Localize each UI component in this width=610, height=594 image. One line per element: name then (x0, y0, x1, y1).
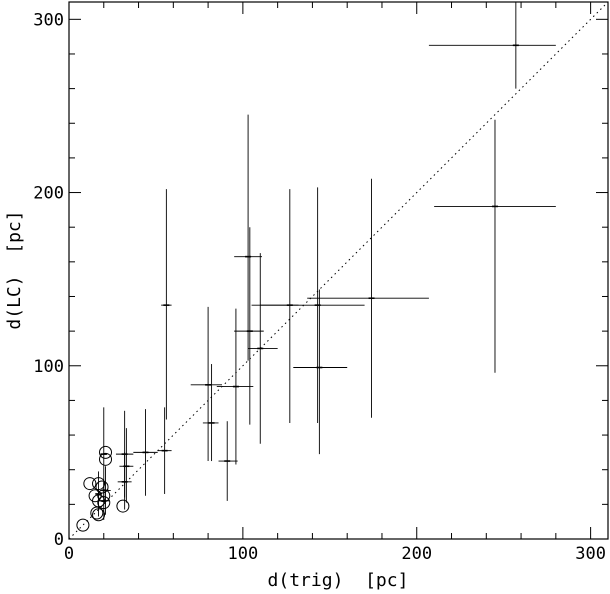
x-tick-label: 0 (64, 544, 74, 564)
circle-markers (76, 445, 130, 532)
y-tick-label: 0 (54, 530, 64, 550)
open-circle-point (99, 452, 113, 466)
data-point-errorbar (234, 227, 264, 425)
data-point-errorbar (293, 289, 348, 455)
open-circle-point (95, 480, 109, 494)
y-tick-label: 300 (33, 10, 64, 30)
plot-frame (68, 1, 609, 540)
data-point-errorbar (190, 306, 223, 462)
reference-line (68, 1, 609, 540)
data-point-errorbar (119, 428, 134, 503)
open-circle-point (97, 496, 111, 510)
open-circle-point (92, 494, 106, 508)
open-circle-point (92, 508, 106, 522)
x-tick-label: 100 (228, 544, 259, 564)
open-circle-point (92, 477, 106, 491)
x-tick-label: 300 (575, 544, 606, 564)
y-tick-label: 100 (33, 357, 64, 377)
one-to-one-dotted-line (68, 1, 609, 540)
open-circle-point (83, 477, 97, 491)
open-circle-point (97, 489, 111, 503)
open-circle-point (116, 499, 130, 513)
y-axis-label: d(LC) [pc] (4, 210, 25, 329)
data-point-errorbar (428, 2, 556, 89)
axis-ticks (68, 2, 608, 540)
data-point-errorbar (216, 308, 254, 465)
data-point-errorbar (157, 407, 172, 494)
error-bars (95, 2, 556, 520)
x-axis-label: d(trig) [pc] (268, 570, 409, 591)
open-circle-point (76, 518, 90, 532)
data-point-errorbar (161, 189, 172, 420)
data-point-errorbar (248, 253, 278, 444)
data-point-errorbar (218, 421, 238, 501)
data-point-errorbar (133, 409, 158, 496)
data-point-errorbar (234, 114, 262, 361)
data-point-errorbar (202, 364, 219, 462)
y-tick-label: 200 (33, 184, 64, 204)
data-point-errorbar (307, 178, 429, 418)
x-tick-label: 200 (401, 544, 432, 564)
data-point-errorbar (260, 189, 299, 423)
open-circle-point (99, 445, 113, 459)
data-point-errorbar (434, 119, 556, 373)
tick-labels: 0 100 200 300 0 100 200 300 (33, 10, 606, 564)
